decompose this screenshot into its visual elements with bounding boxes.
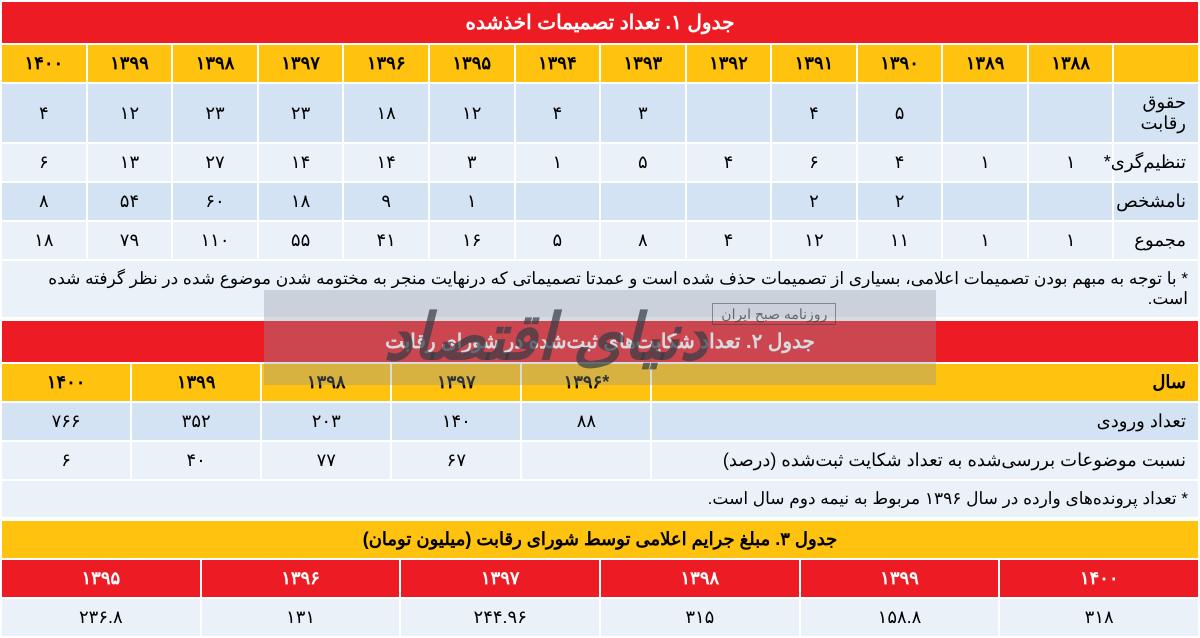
year-cell: ۱۳۹۱ xyxy=(772,45,856,82)
year-cell: ۱۳۸۸ xyxy=(1029,45,1113,82)
table2-header-row: سال *۱۳۹۶ ۱۳۹۷ ۱۳۹۸ ۱۳۹۹ ۱۴۰۰ xyxy=(2,364,1198,401)
row-label: تعداد ورودی xyxy=(652,403,1198,440)
year-cell: ۱۴۰۰ xyxy=(1000,560,1198,597)
table1-corner xyxy=(1114,45,1198,82)
year-cell: ۱۳۹۷ xyxy=(259,45,343,82)
year-cell: ۱۳۹۸ xyxy=(262,364,390,401)
year-cell: ۱۴۰۰ xyxy=(2,364,130,401)
row-label: نامشخص xyxy=(1114,183,1198,220)
table3-title: جدول ۳. مبلغ جرایم اعلامی توسط شورای رقا… xyxy=(2,521,1198,558)
row-label: حقوق رقابت xyxy=(1114,84,1198,142)
table1-title: جدول ۱. تعداد تصمیمات اخذشده xyxy=(2,2,1198,43)
table-row: نسبت موضوعات بررسی‌شده به تعداد شکایت ثب… xyxy=(2,442,1198,479)
table-3: جدول ۳. مبلغ جرایم اعلامی توسط شورای رقا… xyxy=(0,519,1200,638)
year-cell: ۱۳۹۵ xyxy=(430,45,514,82)
year-cell: ۱۳۹۸ xyxy=(173,45,257,82)
year-cell: ۱۳۹۲ xyxy=(687,45,771,82)
year-cell: ۱۳۹۵ xyxy=(2,560,200,597)
year-cell: ۱۳۹۸ xyxy=(601,560,799,597)
year-cell: ۱۳۹۷ xyxy=(401,560,599,597)
year-cell: ۱۳۹۹ xyxy=(801,560,999,597)
year-cell: ۱۳۹۳ xyxy=(601,45,685,82)
table1-note: * با توجه به مبهم بودن تصمیمات اعلامی، ب… xyxy=(2,261,1198,317)
table-row: تنظیم‌گری* ۱۱۴۶۴۵۱۳۱۴۱۴۲۷۱۳۶ xyxy=(2,144,1198,181)
year-cell: ۱۳۹۶ xyxy=(344,45,428,82)
table3-year-row: ۱۴۰۰ ۱۳۹۹ ۱۳۹۸ ۱۳۹۷ ۱۳۹۶ ۱۳۹۵ xyxy=(2,560,1198,597)
table-row: تعداد ورودی ۸۸۱۴۰۲۰۳۳۵۲۷۶۶ xyxy=(2,403,1198,440)
year-cell: ۱۳۹۰ xyxy=(858,45,942,82)
table-1: جدول ۱. تعداد تصمیمات اخذشده ۱۳۸۸ ۱۳۸۹ ۱… xyxy=(0,0,1200,319)
table2-note: * تعداد پرونده‌های وارده در سال ۱۳۹۶ مرب… xyxy=(2,481,1198,517)
row-label: مجموع xyxy=(1114,222,1198,259)
year-cell: ۱۳۹۷ xyxy=(392,364,520,401)
year-cell: ۱۳۹۴ xyxy=(516,45,600,82)
table-row: مجموع ۱۱۱۱۱۲۴۸۵۱۶۴۱۵۵۱۱۰۷۹۱۸ xyxy=(2,222,1198,259)
table2-title: جدول ۲. تعداد شکایت‌های ثبت‌شده در شورای… xyxy=(2,321,1198,362)
year-cell: ۱۳۹۹ xyxy=(88,45,172,82)
year-cell: ۱۳۹۹ xyxy=(132,364,260,401)
table-row: نامشخص ۲۲۱۹۱۸۶۰۵۴۸ xyxy=(2,183,1198,220)
year-cell: ۱۳۹۶ xyxy=(202,560,400,597)
table-row: حقوق رقابت ۵۴۳۴۱۲۱۸۲۳۲۳۱۲۴ xyxy=(2,84,1198,142)
row-label: نسبت موضوعات بررسی‌شده به تعداد شکایت ثب… xyxy=(652,442,1198,479)
table2-year-label: سال xyxy=(652,364,1198,401)
year-cell: ۱۳۸۹ xyxy=(943,45,1027,82)
row-label: تنظیم‌گری* xyxy=(1114,144,1198,181)
year-cell: ۱۴۰۰ xyxy=(2,45,86,82)
table1-header-row: ۱۳۸۸ ۱۳۸۹ ۱۳۹۰ ۱۳۹۱ ۱۳۹۲ ۱۳۹۳ ۱۳۹۴ ۱۳۹۵ … xyxy=(2,45,1198,82)
table-2: جدول ۲. تعداد شکایت‌های ثبت‌شده در شورای… xyxy=(0,319,1200,519)
year-cell: *۱۳۹۶ xyxy=(522,364,650,401)
table-row: ۳۱۸ ۱۵۸.۸ ۳۱۵ ۲۴۴.۹۶ ۱۳۱ ۲۳۶.۸ xyxy=(2,599,1198,636)
